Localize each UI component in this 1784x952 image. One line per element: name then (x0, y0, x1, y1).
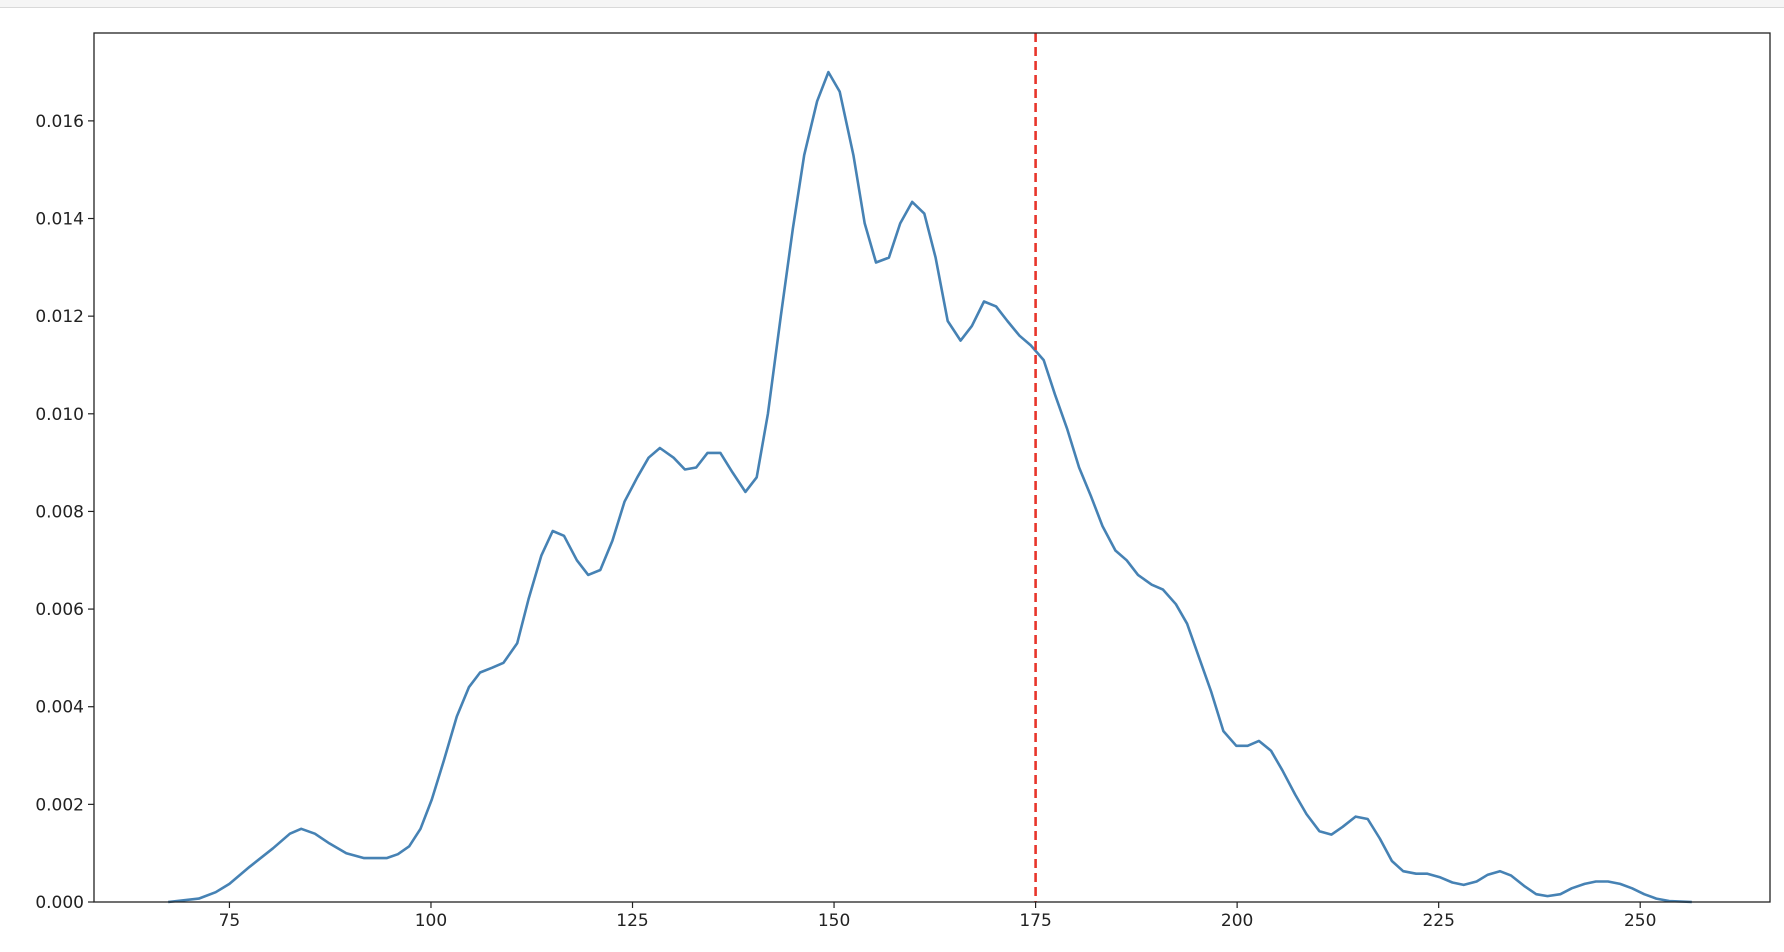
y-tick-label: 0.004 (35, 698, 84, 718)
x-tick-label: 250 (1624, 911, 1656, 931)
y-tick-label: 0.016 (35, 112, 84, 132)
x-tick-label: 75 (219, 911, 241, 931)
x-tick-label: 150 (818, 911, 850, 931)
x-axis: 75 100 125 150 175 200 225 250 (219, 902, 1656, 931)
density-line (168, 70, 1692, 904)
x-tick-label: 225 (1422, 911, 1454, 931)
y-tick-label: 0.008 (35, 502, 84, 522)
x-tick-label: 200 (1221, 911, 1253, 931)
y-tick-label: 0.010 (35, 405, 84, 425)
y-tick-label: 0.014 (35, 210, 84, 230)
y-tick-label: 0.000 (35, 893, 84, 913)
cell-toolbar-strip (0, 0, 1784, 8)
x-tick-label: 100 (415, 911, 447, 931)
x-tick-label: 125 (616, 911, 648, 931)
x-tick-label: 175 (1019, 911, 1051, 931)
y-tick-label: 0.006 (35, 600, 84, 620)
y-tick-label: 0.012 (35, 307, 84, 327)
y-tick-label: 0.002 (35, 795, 84, 815)
plot-frame (93, 32, 1771, 903)
y-axis: 0.000 0.002 0.004 0.006 0.008 0.010 0.012 0.014… (35, 112, 94, 913)
